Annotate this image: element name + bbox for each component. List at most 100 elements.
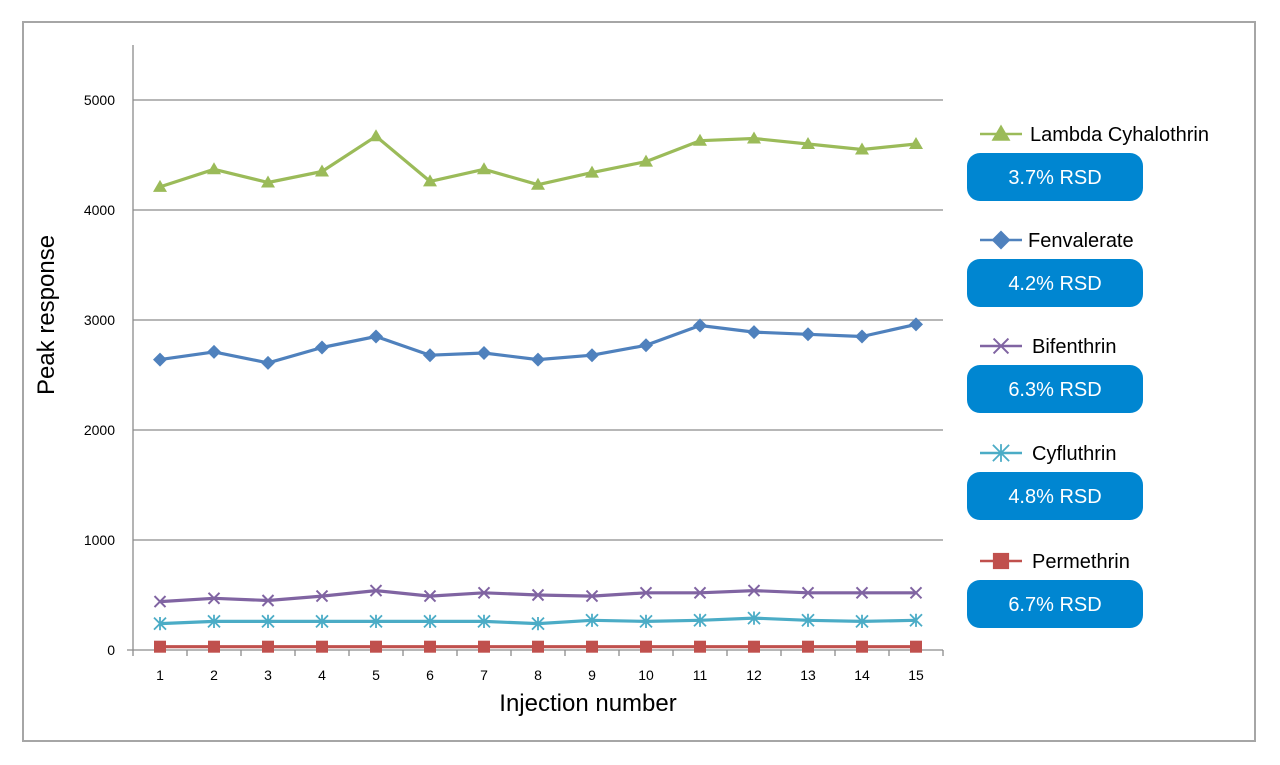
data-point-asterisk bbox=[261, 614, 275, 629]
data-point-x bbox=[531, 588, 545, 602]
data-point-asterisk bbox=[315, 614, 329, 629]
data-point-asterisk bbox=[369, 614, 383, 629]
data-point-square bbox=[910, 640, 922, 653]
data-point-triangle bbox=[423, 174, 437, 187]
x-tick-labels: 1 2 3 4 5 6 7 8 9 10 11 12 13 14 15 bbox=[156, 667, 924, 683]
data-point-square bbox=[856, 640, 868, 653]
data-point-square bbox=[802, 640, 814, 653]
data-point-diamond bbox=[207, 344, 221, 359]
data-point-square bbox=[208, 640, 220, 653]
rsd-badge bbox=[967, 365, 1143, 413]
data-point-square bbox=[694, 640, 706, 653]
data-point-asterisk bbox=[585, 613, 599, 627]
y-tick-label: 4000 bbox=[84, 202, 115, 218]
series-cyfluthrin bbox=[153, 611, 923, 631]
data-point-square bbox=[424, 640, 436, 653]
data-point-triangle bbox=[801, 137, 815, 149]
rsd-badge-label: 6.3% RSD bbox=[1008, 379, 1101, 401]
data-point-x bbox=[992, 337, 1010, 355]
data-point-asterisk bbox=[693, 613, 707, 627]
data-point-x bbox=[423, 589, 437, 603]
x-tick-label: 10 bbox=[638, 667, 654, 683]
data-point-square bbox=[262, 640, 274, 653]
y-axis-title: Peak response bbox=[33, 235, 60, 395]
data-point-asterisk bbox=[207, 614, 221, 629]
data-point-triangle bbox=[153, 179, 167, 192]
rsd-badge bbox=[967, 472, 1143, 520]
rsd-badge-label: 6.7% RSD bbox=[1008, 594, 1101, 616]
rsd-badge-label: 3.7% RSD bbox=[1008, 167, 1101, 189]
series-fenvalerate bbox=[153, 317, 923, 370]
y-tick-label: 5000 bbox=[84, 92, 115, 108]
x-tick-label: 8 bbox=[534, 667, 542, 683]
data-point-x bbox=[369, 584, 383, 597]
data-point-asterisk bbox=[531, 616, 545, 631]
rsd-badge bbox=[967, 153, 1143, 201]
x-axis-title: Injection number bbox=[499, 690, 676, 717]
data-point-diamond bbox=[585, 348, 599, 363]
data-point-asterisk bbox=[992, 444, 1010, 462]
data-point-diamond bbox=[261, 355, 275, 370]
data-point-triangle bbox=[207, 162, 221, 175]
data-point-triangle bbox=[315, 164, 329, 177]
data-point-x bbox=[909, 586, 923, 600]
data-point-triangle bbox=[477, 162, 491, 175]
data-point-square bbox=[316, 640, 328, 653]
data-point-triangle bbox=[855, 142, 869, 155]
data-point-square bbox=[478, 640, 490, 653]
x-tick-label: 11 bbox=[693, 667, 708, 683]
data-point-diamond bbox=[801, 327, 815, 342]
data-point-square bbox=[748, 640, 760, 653]
data-point-triangle bbox=[909, 137, 923, 149]
x-tick-label: 9 bbox=[588, 667, 596, 683]
data-point-asterisk bbox=[153, 616, 167, 631]
gridlines bbox=[133, 99, 943, 541]
data-point-diamond bbox=[909, 317, 923, 332]
x-tick-label: 14 bbox=[854, 667, 870, 683]
data-point-x bbox=[585, 589, 599, 603]
x-tick-label: 15 bbox=[908, 667, 924, 683]
data-point-diamond bbox=[369, 329, 383, 344]
data-point-square bbox=[640, 640, 652, 653]
legend-label: Fenvalerate bbox=[1028, 230, 1134, 252]
data-point-x bbox=[801, 586, 815, 600]
data-point-triangle bbox=[261, 175, 275, 188]
data-point-x bbox=[315, 589, 329, 603]
rsd-badge-label: 4.2% RSD bbox=[1008, 273, 1101, 295]
series-lines bbox=[153, 129, 923, 653]
x-tick-label: 2 bbox=[210, 667, 218, 683]
data-point-asterisk bbox=[909, 613, 923, 627]
data-point-asterisk bbox=[423, 614, 437, 629]
legend-label: Lambda Cyhalothrin bbox=[1030, 124, 1209, 146]
data-point-diamond bbox=[639, 338, 653, 353]
rsd-badge bbox=[967, 580, 1143, 628]
axes bbox=[127, 45, 944, 656]
data-point-x bbox=[153, 595, 167, 608]
data-point-triangle bbox=[531, 177, 545, 190]
legend-entry: Fenvalerate 4.2% RSD bbox=[967, 230, 1143, 307]
x-tick-label: 6 bbox=[426, 667, 434, 683]
y-tick-label: 1000 bbox=[84, 532, 115, 548]
legend-label: Bifenthrin bbox=[1032, 336, 1117, 358]
data-point-diamond bbox=[153, 352, 167, 367]
x-tick-label: 3 bbox=[264, 667, 272, 683]
data-point-square bbox=[532, 640, 544, 653]
legend-entry: Bifenthrin 6.3% RSD bbox=[967, 336, 1143, 413]
y-tick-label: 3000 bbox=[84, 312, 115, 328]
x-tick-label: 7 bbox=[480, 667, 488, 683]
data-point-asterisk bbox=[747, 611, 761, 625]
series-permethrin bbox=[154, 640, 922, 653]
rsd-badge-label: 4.8% RSD bbox=[1008, 486, 1101, 508]
y-tick-label: 2000 bbox=[84, 422, 115, 438]
data-point-triangle bbox=[369, 129, 383, 142]
x-tick-label: 1 bbox=[156, 667, 164, 683]
data-point-diamond bbox=[693, 318, 707, 333]
data-point-triangle bbox=[585, 165, 599, 178]
series-lambda-cyhalothrin bbox=[153, 129, 923, 192]
legend-label: Permethrin bbox=[1032, 551, 1130, 573]
data-point-diamond bbox=[747, 325, 761, 340]
legend-entry: Cyfluthrin 4.8% RSD bbox=[967, 443, 1143, 520]
rsd-badge bbox=[967, 259, 1143, 307]
data-point-triangle bbox=[693, 133, 707, 146]
